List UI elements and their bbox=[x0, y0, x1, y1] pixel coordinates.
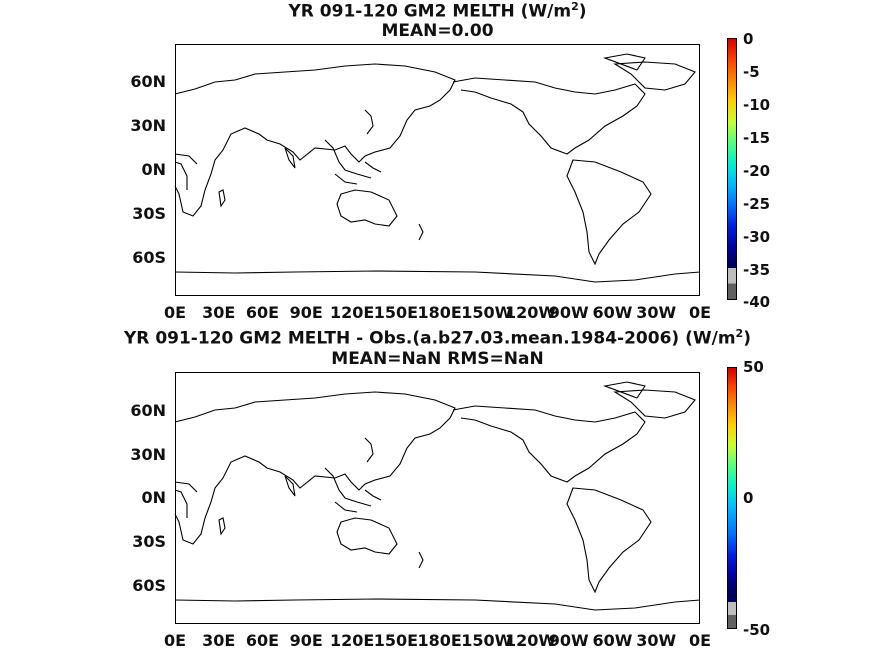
panel2-xlabel-2: 60E bbox=[245, 631, 280, 650]
panel1-title-text: YR 091-120 GM2 MELTH (W/m bbox=[288, 1, 572, 22]
panel1-cbar-label-20: -20 bbox=[743, 162, 771, 180]
panel1-cbar-label-15: -15 bbox=[743, 129, 771, 147]
panel1-xlabel-12: 0E bbox=[688, 303, 712, 322]
panel2-colorbar bbox=[727, 367, 737, 629]
panel1-cbar-label-0: 0 bbox=[743, 30, 754, 48]
panel1-cbar-label-5: -5 bbox=[743, 63, 760, 81]
panel1-xlabel-10: 60W bbox=[592, 303, 633, 322]
panel1-xlabel-2: 60E bbox=[245, 303, 280, 322]
panel1-title-close: ) bbox=[578, 1, 587, 22]
panel1-ylabel-30n: 30N bbox=[130, 116, 166, 135]
panel1-title: YR 091-120 GM2 MELTH (W/m2) bbox=[0, 0, 875, 22]
panel2-xlabel-4: 120E bbox=[330, 631, 375, 650]
panel1-xlabel-11: 30W bbox=[636, 303, 677, 322]
panel1-cbar-label-40: -40 bbox=[743, 293, 771, 311]
panel2-xlabel-11: 30W bbox=[636, 631, 677, 650]
panel2-ylabel-60s: 60S bbox=[132, 576, 166, 595]
panel2-xlabel-3: 90E bbox=[289, 631, 323, 650]
panel2-title-text: YR 091-120 GM2 MELTH - Obs.(a.b27.03.mea… bbox=[124, 328, 736, 349]
panel2-ylabel-30s: 30S bbox=[132, 532, 166, 551]
panel2-xlabel-7: 150W bbox=[461, 631, 513, 650]
panel1-xlabel-6: 180E bbox=[417, 303, 462, 322]
panel1-coastlines bbox=[174, 53, 701, 283]
panel2-xlabel-12: 0E bbox=[688, 631, 712, 650]
panel2-xlabel-9: 90W bbox=[548, 631, 589, 650]
panel2-xlabel-1: 30E bbox=[202, 631, 236, 650]
panel2-xlabel-8: 120W bbox=[505, 631, 557, 650]
panel1-xlabel-9: 90W bbox=[548, 303, 589, 322]
panel2-title-close: ) bbox=[743, 328, 751, 349]
panel2-ylabel-30n: 30N bbox=[130, 445, 166, 464]
panel1-ylabel-0n: 0N bbox=[141, 160, 166, 179]
panel1-title-superscript: 2 bbox=[571, 0, 579, 13]
panel2-cbar-label-minus50: -50 bbox=[743, 621, 771, 639]
panel1-ylabel-60s: 60S bbox=[132, 248, 166, 267]
panel2-coastlines bbox=[174, 381, 701, 611]
panel1-map-frame bbox=[175, 44, 700, 296]
panel2-ylabel-60n: 60N bbox=[130, 401, 166, 420]
panel1-xlabel-3: 90E bbox=[289, 303, 323, 322]
panel1-cbar-label-30: -30 bbox=[743, 228, 771, 246]
panel1-ylabel-60n: 60N bbox=[130, 72, 166, 91]
panel2-title: YR 091-120 GM2 MELTH - Obs.(a.b27.03.mea… bbox=[0, 327, 875, 349]
panel1-xlabel-8: 120W bbox=[505, 303, 557, 322]
panel1-xlabel-4: 120E bbox=[330, 303, 375, 322]
panel2-xlabel-5: 150E bbox=[373, 631, 419, 650]
panel1-cbar-label-10: -10 bbox=[743, 96, 771, 114]
panel1-subtitle: MEAN=0.00 bbox=[381, 21, 494, 41]
panel2-xlabel-10: 60W bbox=[592, 631, 633, 650]
panel2-ylabel-0n: 0N bbox=[141, 488, 166, 507]
panel1-xlabel-0: 0E bbox=[163, 303, 187, 322]
panel1-xlabel-1: 30E bbox=[202, 303, 236, 322]
panel2-subtitle: MEAN=NaN RMS=NaN bbox=[331, 349, 544, 369]
panel1-ylabel-30s: 30S bbox=[132, 204, 166, 223]
panel2-title-superscript: 2 bbox=[735, 327, 744, 340]
panel2-cbar-label-50: 50 bbox=[743, 358, 764, 376]
panel1-colorbar bbox=[727, 38, 737, 300]
panel1-xlabel-7: 150W bbox=[461, 303, 513, 322]
panel1-xlabel-5: 150E bbox=[373, 303, 419, 322]
panel1-cbar-label-35: -35 bbox=[743, 261, 771, 279]
panel2-cbar-label-0: 0 bbox=[743, 489, 754, 507]
panel2-map-frame bbox=[175, 372, 700, 624]
panel2-xlabel-0: 0E bbox=[163, 631, 187, 650]
panel2-xlabel-6: 180E bbox=[417, 631, 462, 650]
panel1-cbar-label-25: -25 bbox=[743, 195, 771, 213]
